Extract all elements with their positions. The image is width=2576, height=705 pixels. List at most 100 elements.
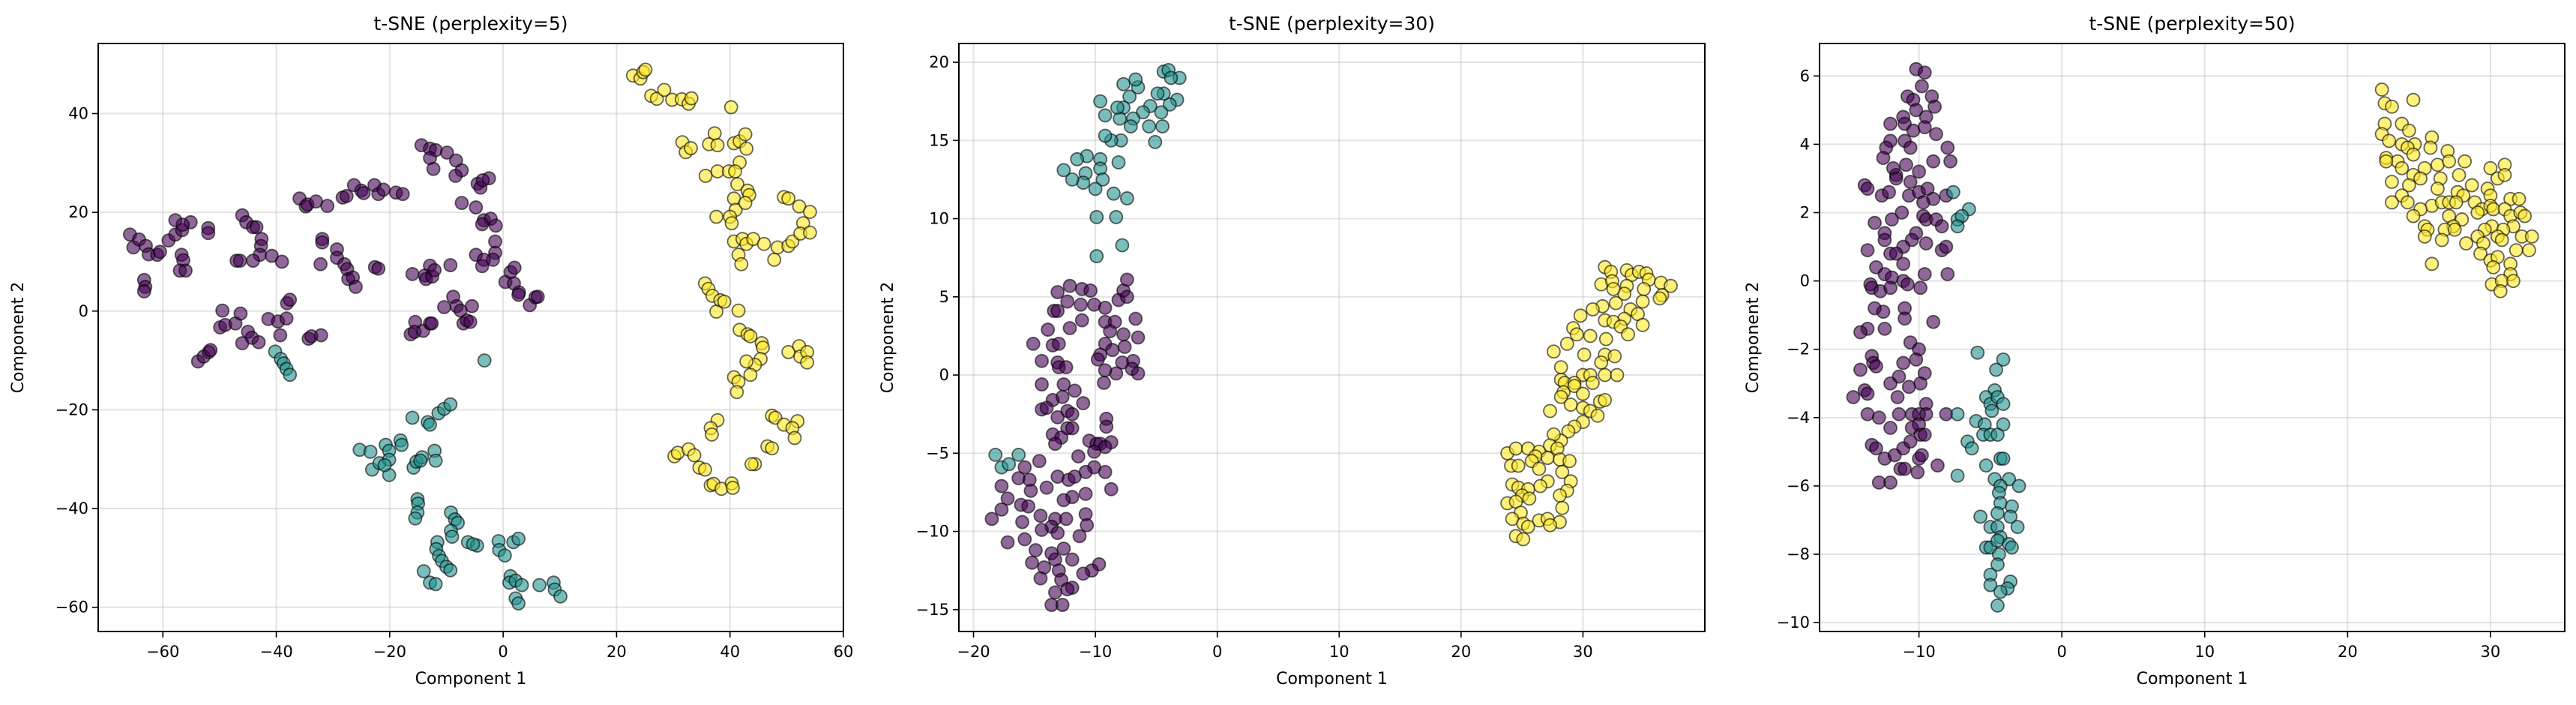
data-point: [1883, 421, 1898, 435]
data-point: [1021, 499, 1036, 514]
data-point: [1860, 386, 1875, 401]
data-point: [1896, 356, 1911, 370]
y-tick-label: −20: [55, 400, 88, 418]
x-axis-label: Component 1: [2137, 670, 2248, 688]
data-point: [1050, 304, 1065, 318]
data-point: [1033, 508, 1048, 524]
data-point: [1983, 578, 1998, 592]
x-axis-label: Component 1: [1276, 670, 1388, 688]
data-point: [2521, 243, 2536, 258]
data-point: [1915, 448, 1929, 463]
data-point: [1853, 325, 1868, 340]
data-point: [466, 537, 481, 551]
y-tick-label: −2: [1787, 340, 1810, 358]
data-point: [1877, 232, 1892, 248]
y-tick-label: 0: [1800, 272, 1810, 290]
data-point: [687, 448, 702, 463]
data-point: [802, 225, 817, 240]
axes-frame: [97, 43, 844, 632]
data-point: [1056, 163, 1071, 178]
data-point: [1913, 280, 1928, 296]
data-point: [153, 244, 167, 260]
data-point: [408, 511, 423, 526]
data-point: [1116, 76, 1131, 92]
data-point: [988, 447, 1003, 462]
data-point: [377, 458, 392, 472]
data-point: [756, 236, 771, 251]
data-point: [1909, 352, 1924, 367]
data-point: [1059, 360, 1074, 375]
data-point: [734, 256, 749, 272]
data-point: [1869, 359, 1883, 374]
data-point: [1598, 332, 1613, 346]
data-point: [1000, 491, 1015, 506]
data-point: [2423, 140, 2438, 155]
data-point: [1910, 465, 1925, 480]
series-0: [1846, 62, 1957, 490]
data-point: [1026, 336, 1041, 351]
data-point: [1555, 464, 1570, 479]
data-point: [1989, 362, 2003, 377]
data-point: [2473, 246, 2488, 261]
data-point: [1860, 182, 1875, 196]
data-point: [1853, 362, 1868, 377]
data-point: [1540, 451, 1555, 465]
y-tick-label: 15: [929, 131, 949, 149]
data-point: [1917, 428, 1932, 442]
y-tick-label: 4: [1800, 135, 1810, 153]
data-point: [1577, 347, 1592, 362]
data-point: [2406, 208, 2421, 224]
data-point: [2401, 178, 2416, 193]
data-point: [2518, 208, 2533, 224]
data-point: [2406, 147, 2421, 162]
data-point: [1895, 206, 1910, 220]
data-point: [1104, 482, 1119, 496]
data-point: [1076, 566, 1091, 581]
data-point: [1906, 123, 1921, 138]
data-point: [1050, 285, 1065, 299]
data-point: [339, 189, 354, 203]
data-point: [1098, 363, 1113, 378]
data-point: [1131, 366, 1146, 381]
data-point: [1903, 175, 1918, 189]
data-point: [497, 548, 512, 563]
data-point: [1594, 355, 1609, 370]
data-point: [265, 248, 279, 263]
x-tick-label: 10: [1329, 643, 1349, 661]
data-point: [1055, 598, 1070, 612]
data-point: [1105, 343, 1120, 358]
data-point: [511, 596, 526, 610]
data-point: [1928, 99, 1942, 114]
data-point: [1964, 441, 1979, 456]
y-tick-label: −15: [916, 601, 949, 619]
chart-title: t-SNE (perplexity=5): [373, 13, 568, 34]
data-point: [2486, 260, 2501, 274]
data-point: [1553, 389, 1568, 404]
data-point: [731, 303, 746, 318]
data-point: [1934, 219, 1949, 234]
data-point: [756, 340, 770, 355]
data-point: [2442, 154, 2457, 169]
data-point: [1109, 210, 1124, 224]
data-point: [2385, 99, 2399, 114]
data-point: [2452, 167, 2467, 182]
data-point: [1637, 281, 1652, 296]
data-point: [1508, 441, 1523, 456]
data-point: [371, 261, 386, 276]
data-point: [1996, 397, 2011, 412]
data-point: [1110, 100, 1125, 115]
data-point: [2401, 123, 2416, 138]
x-tick-label: −10: [1079, 643, 1112, 661]
data-point: [2425, 256, 2440, 272]
data-point: [767, 252, 782, 267]
y-axis-label: Component 2: [1744, 282, 1763, 394]
data-point: [1652, 291, 1667, 306]
data-point: [1610, 368, 1625, 382]
data-point: [1059, 512, 1074, 526]
data-point: [2395, 160, 2410, 176]
data-point: [203, 343, 218, 358]
data-point: [1035, 523, 1049, 537]
data-point: [1142, 119, 1157, 134]
data-point: [2011, 478, 2026, 494]
